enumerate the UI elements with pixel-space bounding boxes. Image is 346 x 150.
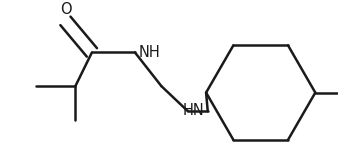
Text: O: O [60, 2, 71, 17]
Text: NH: NH [139, 45, 161, 60]
Text: HN: HN [182, 103, 204, 118]
